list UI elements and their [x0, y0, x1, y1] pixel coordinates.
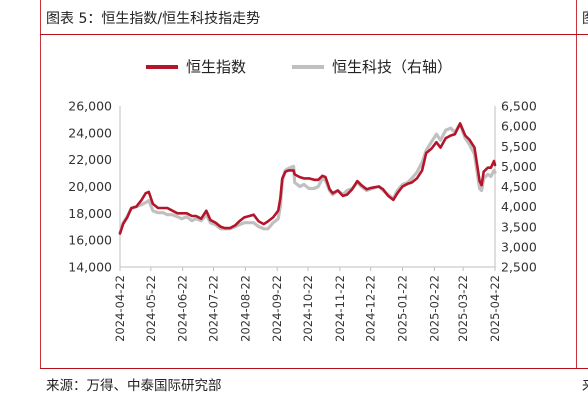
source-note: 来源：万得、中泰国际研究部 — [46, 378, 222, 394]
left-tick-label: 18,000 — [68, 206, 112, 221]
legend: 恒生指数 恒生科技（右轴） — [146, 58, 452, 76]
series-line-hstech — [118, 122, 497, 235]
left-tick-label: 16,000 — [68, 233, 112, 248]
x-tick-label: 2025-01-22 — [396, 275, 410, 342]
x-tick-label: 2024-04-22 — [113, 275, 127, 342]
x-tick-label: 2024-08-22 — [238, 275, 252, 342]
right-axis-ticks: 2,500 3,000 3,500 4,000 4,500 5,000 5,500 6,000… — [501, 99, 537, 275]
right-tick-label: 6,500 — [501, 99, 537, 114]
x-tick-label: 2024-11-22 — [333, 275, 347, 342]
series-line-hsi — [118, 122, 497, 235]
x-tick-label: 2024-06-22 — [176, 275, 190, 342]
figure-header: 图表 5：恒生指数/恒生科技指走势 图 — [0, 0, 588, 34]
adjacent-figure-title-fragment: 图 — [582, 8, 588, 28]
figure-title: 图表 5：恒生指数/恒生科技指走势 — [46, 11, 261, 27]
x-tick-label: 2024-10-22 — [301, 275, 315, 342]
series-layer — [118, 122, 497, 235]
legend-label-hstech: 恒生科技（右轴） — [332, 58, 452, 76]
left-tick-label: 22,000 — [68, 152, 112, 167]
x-tick-label: 2025-04-22 — [488, 275, 502, 342]
x-tick-label: 2025-03-22 — [456, 275, 470, 342]
x-axis-ticks: 2024-04-22 2024-05-22 2024-06-22 2024-07-22… — [113, 267, 502, 342]
right-tick-label: 6,000 — [501, 119, 537, 134]
x-tick-label: 2024-05-22 — [144, 275, 158, 342]
right-tick-label: 5,500 — [501, 139, 537, 154]
x-tick-label: 2025-02-22 — [427, 275, 441, 342]
right-tick-label: 4,000 — [501, 199, 537, 214]
source-divider-rule — [40, 368, 588, 369]
x-tick-label: 2024-09-22 — [270, 275, 284, 342]
right-tick-label: 3,500 — [501, 219, 537, 234]
x-tick-label: 2024-07-22 — [206, 275, 220, 342]
right-tick-label: 2,500 — [501, 260, 537, 275]
right-border-rule — [576, 0, 577, 368]
left-axis-ticks: 14,000 16,000 18,000 20,000 22,000 24,000 26,0… — [68, 99, 112, 275]
left-tick-label: 24,000 — [68, 125, 112, 140]
left-tick-label: 20,000 — [68, 179, 112, 194]
left-border-rule — [40, 0, 41, 368]
left-tick-label: 26,000 — [68, 99, 112, 114]
title-underline-rule — [40, 34, 588, 35]
right-tick-label: 4,500 — [501, 179, 537, 194]
x-tick-label: 2024-12-22 — [364, 275, 378, 342]
adjacent-source-fragment: 来 — [582, 374, 588, 394]
left-tick-label: 14,000 — [68, 260, 112, 275]
legend-label-hsi: 恒生指数 — [186, 58, 246, 76]
right-tick-label: 5,000 — [501, 159, 537, 174]
dual-axis-line-chart: 恒生指数 恒生科技（右轴） 14,000 16,000 18,000 20,000 22… — [68, 58, 537, 342]
right-tick-label: 3,000 — [501, 239, 537, 254]
